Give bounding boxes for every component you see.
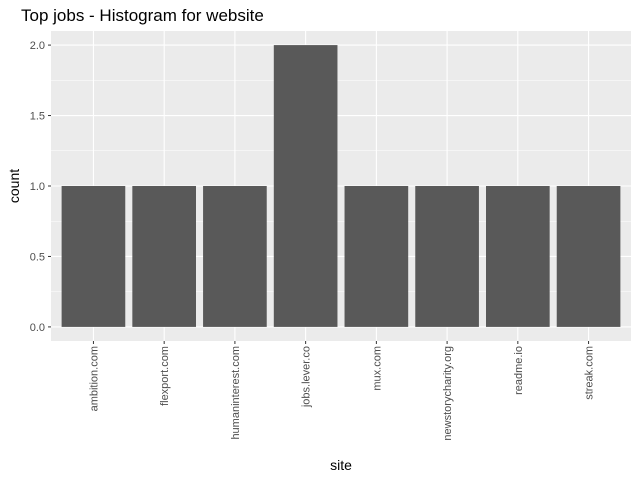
bar: [203, 186, 267, 327]
x-tick-label: readme.io: [513, 346, 525, 395]
y-tick-label: 0.5: [30, 251, 45, 263]
y-axis-title: count: [6, 169, 22, 203]
bars: [61, 45, 621, 327]
bar: [556, 186, 621, 327]
y-tick-label: 1.5: [30, 111, 45, 123]
x-tick-label: mux.com: [371, 346, 383, 391]
y-axis: 0.0 0.5 1.0 1.5 2.0: [30, 40, 51, 334]
bar: [273, 45, 338, 327]
x-axis-title: site: [330, 457, 352, 473]
bar: [61, 186, 126, 327]
bar: [486, 186, 550, 327]
x-tick-label: streak.com: [584, 346, 596, 400]
x-tick-label: jobs.lever.co: [301, 346, 313, 408]
y-tick-label: 0.0: [30, 322, 45, 334]
x-tick-label: ambition.com: [88, 346, 100, 411]
x-tick-label: humaninterest.com: [230, 346, 242, 440]
chart-title: Top jobs - Histogram for website: [21, 6, 264, 25]
bar: [132, 186, 196, 327]
y-tick-label: 1.0: [30, 181, 45, 193]
x-tick-label: newstorycharity.org: [442, 346, 454, 441]
x-tick-label: flexport.com: [159, 346, 171, 406]
y-tick-label: 2.0: [30, 40, 45, 52]
bar: [415, 186, 479, 327]
bar: [344, 186, 409, 327]
x-axis: ambition.com flexport.com humaninterest.co…: [88, 341, 596, 441]
